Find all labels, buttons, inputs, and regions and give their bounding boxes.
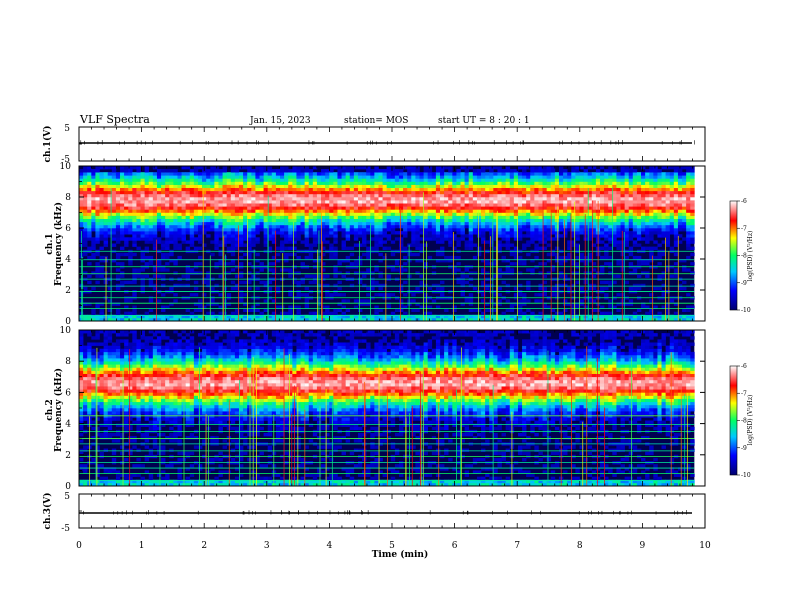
spec2-tick-5: 10 [60,326,72,336]
cb1ticks-tick-0: -6 [741,198,747,205]
chart-start-time: start UT = 8 : 20 : 1 [438,116,530,126]
spec1-tick-1: 2 [65,286,71,296]
cb1ticks-tick-4: -10 [741,307,751,314]
time-tick-2: 2 [201,541,207,551]
spec2-tick-2: 4 [65,420,71,430]
cb2ticks-tick-2: -8 [741,418,747,425]
ch1-waveform-label: ch.1(V) [42,126,53,163]
ch1-spectrogram-image [79,166,705,322]
ch2-colorbar-label: log(PSD) (V²/Hz) [747,395,754,446]
ch3-tick-bottom: -5 [61,524,70,534]
time-tick-9: 9 [640,541,646,551]
spec2-tick-3: 6 [65,388,71,398]
panel-ch2-spectrogram: 0 2 4 6 8 10 ch.2 Frequency (kHz) [45,326,706,492]
time-tick-0: 0 [76,541,82,551]
spec2-tick-4: 8 [65,357,71,367]
time-axis: 0 1 2 3 4 5 6 7 8 9 10 [76,126,711,551]
spec1-tick-4: 8 [65,193,71,203]
time-axis-label: Time (min) [372,549,429,560]
ch1-tick-bottom: -5 [61,155,70,165]
ch1-spectrogram-name: ch.1 [45,233,55,254]
cb2ticks-tick-0: -6 [741,363,747,370]
spec1-tick-5: 10 [60,162,72,172]
cb2ticks-tick-3: -9 [741,445,747,452]
ch1-frequency-ticks: 0 2 4 6 8 10 [60,162,705,327]
panel-ch1-waveform: 5 -5 ch.1(V) [42,124,706,165]
time-tick-8: 8 [577,541,583,551]
ch3-tick-top: 5 [64,492,70,502]
ch2-frequency-ticks: 0 2 4 6 8 10 [60,326,705,492]
spec1-tick-3: 6 [65,224,71,234]
cb2ticks-tick-4: -10 [741,472,751,479]
spec1-tick-2: 4 [65,255,71,265]
time-tick-10: 10 [699,541,711,551]
cb2ticks-tick-1: -7 [741,390,747,397]
spec2-tick-1: 2 [65,451,71,461]
cb1ticks-tick-2: -8 [741,253,747,260]
ch2-spectrogram-image [79,330,705,487]
chart-date: Jan. 15, 2023 [249,116,311,126]
ch2-frequency-label: Frequency (kHz) [53,368,64,452]
ch2-spectrogram-name: ch.2 [45,399,55,420]
ch1-colorbar-label: log(PSD) (V²/Hz) [747,231,754,282]
ch1-tick-top: 5 [64,124,70,134]
ch1-frequency-label: Frequency (kHz) [53,202,64,286]
chart-station: station= MOS [344,116,408,126]
chart-title: VLF Spectra [79,113,150,126]
ch3-waveform-label: ch.3(V) [42,493,53,530]
ch3-waveform-spikes [83,510,687,515]
time-tick-1: 1 [139,541,145,551]
time-tick-4: 4 [327,541,333,551]
ch2-colorbar: -6 -7 -8 -9 -10 log(PSD) (V²/Hz) [729,363,754,479]
panel-ch1-spectrogram: 0 2 4 6 8 10 ch.1 Frequency (kHz) [45,162,706,327]
cb1ticks-tick-1: -7 [741,225,747,232]
time-tick-7: 7 [514,541,520,551]
time-tick-3: 3 [264,541,270,551]
ch1-waveform-spikes [80,140,695,145]
spec1-tick-0: 0 [65,317,71,327]
panel-ch3-waveform: 5 -5 ch.3(V) [42,492,706,534]
ch1-colorbar: -6 -7 -8 -9 -10 log(PSD) (V²/Hz) [729,198,754,314]
time-tick-5: 5 [389,541,395,551]
cb1ticks-tick-3: -9 [741,280,747,287]
time-tick-6: 6 [452,541,458,551]
spec2-tick-0: 0 [65,482,71,492]
